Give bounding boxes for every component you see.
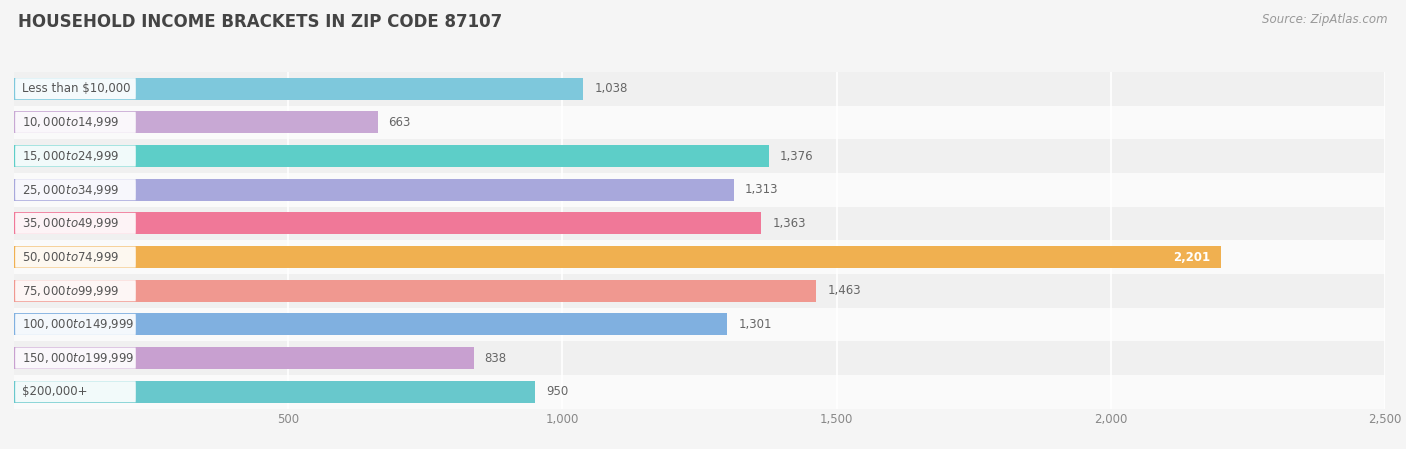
FancyBboxPatch shape (15, 145, 136, 167)
Text: 663: 663 (388, 116, 411, 129)
Bar (14, 246, 1220, 268)
Bar (14, 212, 762, 234)
Text: $25,000 to $34,999: $25,000 to $34,999 (22, 183, 120, 197)
Text: 1,376: 1,376 (779, 150, 813, 163)
Bar (14, 375, 1385, 409)
Bar (14, 139, 1385, 173)
Bar (14, 106, 1385, 139)
FancyBboxPatch shape (15, 112, 136, 133)
Text: $150,000 to $199,999: $150,000 to $199,999 (22, 351, 135, 365)
Bar (14, 207, 1385, 240)
Text: $35,000 to $49,999: $35,000 to $49,999 (22, 216, 120, 230)
Text: $50,000 to $74,999: $50,000 to $74,999 (22, 250, 120, 264)
Text: 1,363: 1,363 (772, 217, 806, 230)
Text: Source: ZipAtlas.com: Source: ZipAtlas.com (1263, 13, 1388, 26)
FancyBboxPatch shape (15, 280, 136, 301)
Bar (14, 179, 734, 201)
Bar (14, 381, 534, 403)
Text: $100,000 to $149,999: $100,000 to $149,999 (22, 317, 135, 331)
Text: HOUSEHOLD INCOME BRACKETS IN ZIP CODE 87107: HOUSEHOLD INCOME BRACKETS IN ZIP CODE 87… (18, 13, 502, 31)
Bar (14, 308, 1385, 341)
Bar (14, 341, 1385, 375)
Text: $10,000 to $14,999: $10,000 to $14,999 (22, 115, 120, 129)
Bar (14, 313, 727, 335)
FancyBboxPatch shape (15, 381, 136, 402)
FancyBboxPatch shape (15, 247, 136, 268)
Bar (14, 274, 1385, 308)
Text: 1,463: 1,463 (827, 284, 860, 297)
FancyBboxPatch shape (15, 314, 136, 335)
Text: 1,313: 1,313 (745, 183, 779, 196)
Bar (14, 240, 1385, 274)
Text: 838: 838 (485, 352, 506, 365)
Text: Less than $10,000: Less than $10,000 (22, 82, 131, 95)
Text: $15,000 to $24,999: $15,000 to $24,999 (22, 149, 120, 163)
Bar (14, 347, 474, 369)
Bar (14, 78, 583, 100)
FancyBboxPatch shape (15, 179, 136, 200)
Bar (14, 145, 769, 167)
Text: 1,038: 1,038 (595, 82, 627, 95)
Bar (14, 173, 1385, 207)
Bar (14, 72, 1385, 106)
Text: $75,000 to $99,999: $75,000 to $99,999 (22, 284, 120, 298)
Text: $200,000+: $200,000+ (22, 385, 87, 398)
FancyBboxPatch shape (15, 78, 136, 99)
Bar (14, 111, 378, 133)
Text: 1,301: 1,301 (738, 318, 772, 331)
Bar (14, 280, 817, 302)
FancyBboxPatch shape (15, 348, 136, 369)
Text: 950: 950 (546, 385, 568, 398)
FancyBboxPatch shape (15, 213, 136, 234)
Text: 2,201: 2,201 (1173, 251, 1211, 264)
